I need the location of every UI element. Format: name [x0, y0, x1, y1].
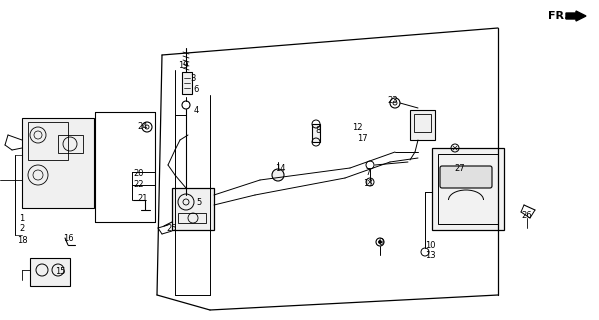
Text: 22: 22	[134, 180, 144, 188]
Text: 19: 19	[178, 60, 188, 69]
Text: 5: 5	[196, 197, 202, 206]
Text: FR.: FR.	[548, 11, 568, 21]
Bar	[178, 213, 206, 223]
Text: 15: 15	[55, 268, 65, 276]
Text: 20: 20	[134, 169, 144, 178]
Text: 24: 24	[138, 122, 148, 131]
Text: 3: 3	[190, 74, 196, 83]
Text: 26: 26	[522, 211, 533, 220]
Circle shape	[272, 169, 284, 181]
Bar	[30, 258, 70, 286]
Bar	[172, 188, 214, 230]
Bar	[432, 148, 504, 230]
FancyArrow shape	[566, 11, 586, 21]
Text: 6: 6	[193, 84, 199, 93]
Circle shape	[379, 241, 382, 244]
Bar	[312, 124, 320, 142]
Text: 1: 1	[19, 213, 25, 222]
Text: 4: 4	[193, 106, 199, 115]
Text: 25: 25	[167, 223, 177, 233]
FancyBboxPatch shape	[440, 166, 492, 188]
Text: 14: 14	[275, 164, 285, 172]
Text: 27: 27	[455, 164, 465, 172]
Text: 18: 18	[17, 236, 28, 244]
Bar	[58, 135, 83, 153]
Text: 23: 23	[388, 95, 398, 105]
Text: 11: 11	[363, 179, 373, 188]
Bar	[182, 72, 192, 94]
Text: 2: 2	[19, 223, 25, 233]
Text: 21: 21	[138, 194, 148, 203]
Text: 7: 7	[365, 167, 371, 177]
Text: 10: 10	[425, 241, 435, 250]
Bar	[414, 114, 431, 132]
Text: 17: 17	[356, 133, 367, 142]
Bar	[410, 110, 435, 140]
Text: 9: 9	[379, 237, 383, 246]
Bar	[22, 118, 94, 208]
Bar	[28, 122, 68, 160]
Text: 12: 12	[352, 123, 362, 132]
Text: 8: 8	[315, 125, 320, 134]
Text: 16: 16	[63, 234, 73, 243]
Text: 13: 13	[425, 252, 435, 260]
Bar	[438, 154, 498, 224]
